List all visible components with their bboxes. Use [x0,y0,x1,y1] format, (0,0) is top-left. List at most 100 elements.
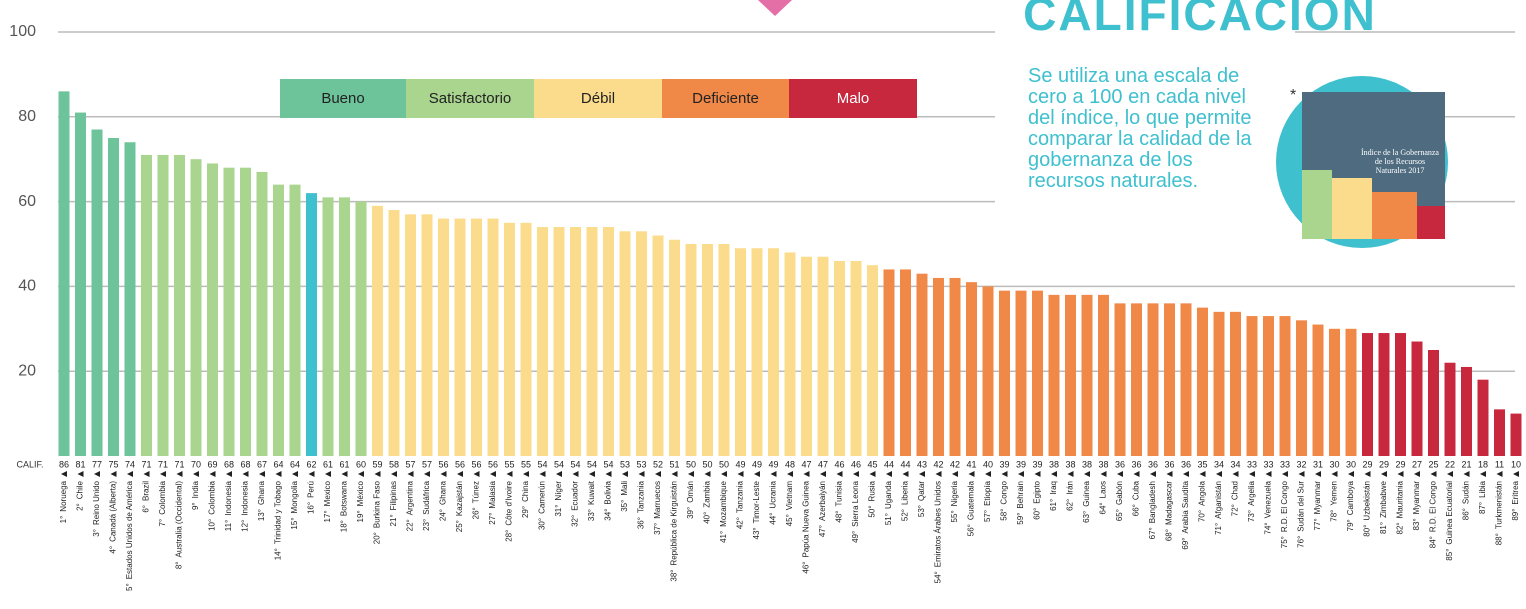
country-label: 78°Yemen [1330,481,1339,522]
rank: 79° [1346,519,1355,531]
value-label: 32 [1296,459,1306,469]
value-label: 69 [207,459,217,469]
country: Níger [554,481,563,501]
bar [587,227,598,456]
country-label: 72°Chad [1231,481,1240,516]
country: Mozambique [719,480,728,526]
arrow-icon [177,471,183,477]
country: Australia (Occidental) [175,481,184,558]
bar [323,197,334,456]
country: Iraq [1049,481,1058,495]
arrow-icon [1101,471,1107,477]
country-label: 53°Qatar [917,481,926,517]
country-label: 62°Irán [1066,481,1075,511]
country: Venezuela [1264,480,1273,518]
bar [1098,295,1109,456]
bar [1280,316,1291,456]
arrow-icon [804,471,810,477]
rank: 30° [538,518,547,530]
country-label: 73°Argelia [1247,480,1256,522]
arrow-icon [523,471,529,477]
rank: 8° [175,561,184,569]
country-label: 51°Uganda [884,480,893,525]
country: Uzbekistán [1363,481,1372,521]
country-label: 32°Ecuador [571,481,580,527]
arrow-icon [1497,471,1503,477]
bar [1296,320,1307,456]
country-label: 75°R.D. El Congo [1280,480,1289,548]
rank: 32° [571,515,580,527]
value-label: 55 [521,459,531,469]
legend: BuenoSatisfactorioDébilDeficienteMalo [280,79,917,118]
rank: 77° [1313,518,1322,530]
arrow-icon [1233,471,1239,477]
bar [1263,316,1274,456]
country: R.D. El Congo [1280,480,1289,532]
country-label: 13°Ghana [257,480,266,521]
value-label: 30 [1329,459,1339,469]
arrow-icon [1117,471,1123,477]
rank: 35° [620,500,629,512]
country-label: 7°Colombia [158,480,167,526]
country: Bolivia [604,480,613,504]
bar [1065,295,1076,456]
country-label: 15°Mongolia [290,480,299,529]
bar [1115,303,1126,456]
country-label: 41°Mozambique [719,480,728,542]
value-label: 64 [273,459,283,469]
bar [1032,291,1043,456]
rank: 3° [92,529,101,537]
value-label: 49 [768,459,778,469]
arrow-icon [1068,471,1074,477]
value-label: 36 [1148,459,1158,469]
arrow-icon [210,471,216,477]
country-label: 86°Sudán [1462,481,1471,520]
country-label: 85°Guinea Ecuatorial [1445,481,1454,561]
arrow-icon [160,471,166,477]
arrow-icon [193,471,199,477]
bar [207,163,218,456]
arrow-icon [490,471,496,477]
arrow-icon [952,471,958,477]
rank: 48° [835,511,844,523]
country-label: 63°Guinea [1082,480,1091,522]
rank: 53° [917,505,926,517]
rank: 52° [901,509,910,521]
country-label: 4°Canadá (Alberta) [109,481,118,554]
country: Argelia [1247,480,1256,505]
arrow-icon [1035,471,1041,477]
bar [471,219,482,456]
book-title-box: Índice de la Gobernanza de los Recursos … [1360,148,1440,208]
bar [785,252,796,456]
country-label: 55°Nigeria [950,480,959,522]
country: Sudáfrica [422,480,431,514]
arrow-icon [556,471,562,477]
bar [141,155,152,456]
bar [702,244,713,456]
arrow-icon [606,471,612,477]
bar [1313,325,1324,456]
country-label: 46°Papúa Nueva Guinea [802,480,811,573]
country: Reino Unido [92,480,101,525]
country-label: 81°Zimbabwe [1379,480,1388,534]
rank: 18° [340,520,349,532]
country-label: 24°Ghana [439,480,448,521]
rank: 43° [752,527,761,539]
bar [125,142,136,456]
country-label: 80°Uzbekistán [1363,481,1372,537]
y-tick-label: 100 [9,23,36,40]
country: Chile [76,480,85,499]
country-label: 59°Behrain [1016,481,1025,525]
arrow-icon [705,471,711,477]
country-label: 64°Laos [1099,481,1108,514]
bar [603,227,614,456]
country: Ghana [257,480,266,505]
rank: 22° [406,519,415,531]
y-tick-label: 60 [18,193,36,210]
rank: 5° [125,583,134,591]
arrow-icon [424,471,430,477]
arrow-icon [985,471,991,477]
arrow-icon [837,471,843,477]
rank: 58° [1000,509,1009,521]
value-label: 61 [323,459,333,469]
